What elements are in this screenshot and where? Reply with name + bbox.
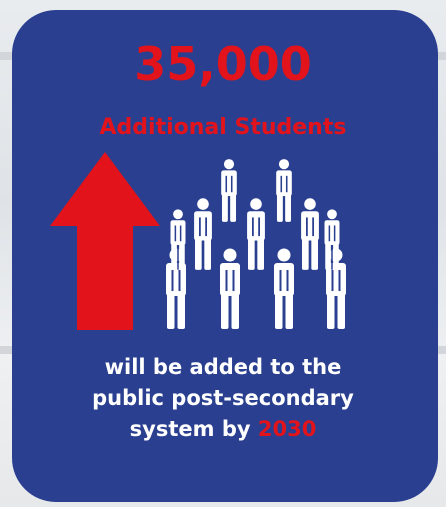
- target-year: 2030: [257, 417, 317, 441]
- person-icon: [273, 247, 295, 330]
- person-icon: [219, 247, 241, 330]
- person-icon: [275, 158, 293, 223]
- student-count-headline: 35,000: [134, 37, 312, 91]
- person-icon: [323, 208, 341, 271]
- people-icon-group: [165, 158, 347, 330]
- caption-line-1: will be added to the: [104, 355, 342, 379]
- up-arrow-icon: [50, 152, 160, 330]
- student-count-subhead: Additional Students: [99, 115, 347, 140]
- person-icon: [246, 197, 266, 271]
- caption-line-2: public post-secondary: [92, 386, 354, 410]
- caption-line-3: system by 2030: [60, 414, 386, 445]
- caption: will be added to the public post-seconda…: [60, 352, 386, 445]
- person-icon: [300, 197, 320, 271]
- person-icon: [220, 158, 238, 223]
- caption-line-3-prefix: system by: [129, 417, 258, 441]
- person-icon: [169, 208, 187, 271]
- person-icon: [193, 197, 213, 271]
